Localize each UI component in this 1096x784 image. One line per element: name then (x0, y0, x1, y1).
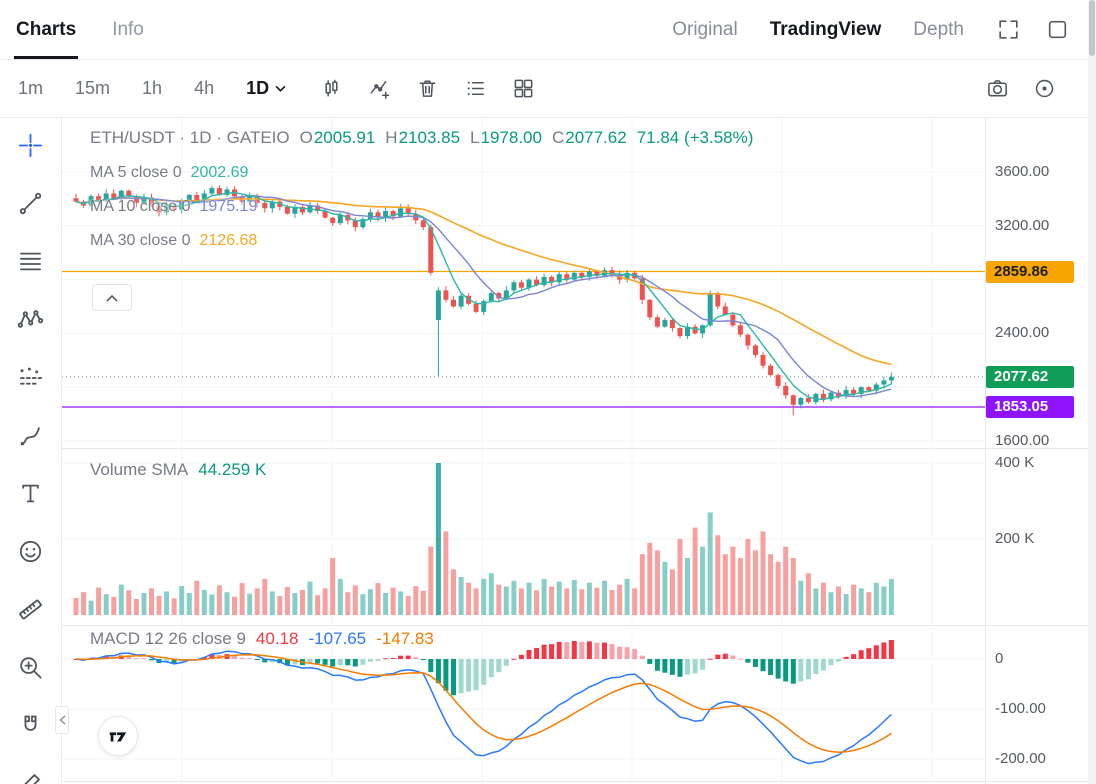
emoji-icon[interactable] (10, 530, 52, 572)
mode-original[interactable]: Original (672, 18, 738, 40)
pane-separator (62, 781, 1096, 782)
main-tabs: Charts Info (13, 0, 144, 59)
camera-icon[interactable] (986, 77, 1009, 100)
tab-charts[interactable]: Charts (13, 0, 79, 59)
scrollbar-thumb[interactable] (1089, 0, 1095, 56)
macd-hist-value: 40.18 (255, 629, 299, 648)
timeframe-4h[interactable]: 4h (194, 78, 215, 98)
chart-mode-switch: Original TradingView Depth (672, 0, 1070, 59)
ma5-value: 2002.69 (190, 164, 249, 181)
high-label: H (385, 128, 398, 147)
chevron-down-icon (275, 85, 286, 92)
price-marker: 1853.05 (986, 395, 1074, 418)
interval-select[interactable]: 1D (246, 78, 286, 99)
volume-label: Volume SMA (90, 460, 189, 479)
price-marker: 2859.86 (986, 260, 1074, 283)
collapse-legend-button[interactable] (92, 284, 132, 311)
close-label: C (551, 128, 565, 147)
open-label: O (299, 128, 313, 147)
candle-style-icon[interactable] (320, 77, 343, 100)
macd-signal-value: -147.83 (376, 629, 434, 648)
tab-info[interactable]: Info (112, 18, 144, 40)
text-icon[interactable] (10, 472, 52, 514)
low-label: L (470, 128, 480, 147)
brush-icon[interactable] (10, 414, 52, 456)
drawing-toolbar (0, 118, 62, 784)
timeframe-1h[interactable]: 1h (142, 78, 163, 98)
trend-line-icon[interactable] (10, 182, 52, 224)
ma10-legend[interactable]: MA 10 close 0 1975.19 (90, 198, 753, 216)
macd-legend[interactable]: MACD 12 26 close 9 40.18 -107.65 -147.83 (90, 629, 434, 649)
ruler-icon[interactable] (10, 588, 52, 630)
collapse-drawbar-button[interactable] (55, 706, 69, 734)
indicators-icon[interactable] (368, 77, 391, 100)
timeframe-group: 1m 15m 1h 4h (18, 78, 246, 99)
mode-tradingview[interactable]: TradingView (769, 18, 882, 40)
timeframe-1m[interactable]: 1m (18, 78, 44, 98)
crosshair-icon[interactable] (10, 124, 52, 166)
volume-axis-label: 400 K (995, 454, 1035, 471)
ma30-value: 2126.68 (199, 232, 258, 249)
ma10-value: 1975.19 (199, 198, 258, 215)
tradingview-logo-icon (107, 725, 129, 747)
volume-axis-label: 200 K (995, 530, 1035, 547)
chart-canvas[interactable]: ETH/USDT · 1D · GATEIO O 2005.91 H 2103.85… (62, 118, 985, 784)
list-icon[interactable] (464, 77, 487, 100)
delete-icon[interactable] (416, 77, 439, 100)
forecast-icon[interactable] (10, 356, 52, 398)
close-value: 2077.62 (565, 128, 627, 147)
macd-axis-label: -200.00 (995, 750, 1046, 767)
edit-icon[interactable] (10, 762, 52, 784)
price-axis-label: 3600.00 (995, 163, 1050, 180)
chevron-left-icon (58, 715, 66, 725)
price-change: 71.84 (+3.58%) (636, 128, 754, 147)
topbar-icon-group (996, 17, 1070, 42)
xabcd-pattern-icon[interactable] (10, 298, 52, 340)
pane-separator[interactable] (62, 448, 1096, 449)
zoom-icon[interactable] (10, 646, 52, 688)
volume-legend[interactable]: Volume SMA 44.259 K (90, 460, 266, 480)
ma5-label: MA 5 close 0 (90, 164, 182, 181)
toolbar-icon-group (320, 77, 535, 100)
open-value: 2005.91 (313, 128, 376, 147)
chart-legend: ETH/USDT · 1D · GATEIO O 2005.91 H 2103.85… (90, 128, 753, 266)
tradingview-logo[interactable] (98, 716, 138, 756)
high-value: 2103.85 (398, 128, 461, 147)
price-axis-label: 1600.00 (995, 432, 1050, 449)
chart-workspace: ETH/USDT · 1D · GATEIO O 2005.91 H 2103.85… (0, 118, 1096, 784)
mode-depth[interactable]: Depth (913, 18, 964, 40)
symbol-legend[interactable]: ETH/USDT · 1D · GATEIO O 2005.91 H 2103.85… (90, 128, 753, 148)
price-axis-label: 3200.00 (995, 216, 1050, 234)
expand-icon[interactable] (996, 17, 1021, 42)
window-icon[interactable] (1045, 17, 1070, 42)
macd-axis-label: -100.00 (995, 700, 1046, 717)
timeframe-15m[interactable]: 15m (75, 78, 111, 98)
page-scrollbar (1088, 0, 1096, 784)
price-marker: 2077.62 (986, 365, 1074, 388)
toolbar-right-icon-group (986, 77, 1056, 100)
volume-value: 44.259 K (198, 460, 267, 479)
price-axis[interactable]: 3600.00 3200.00 2400.00 1600.00 400 K 200 K 0 -… (985, 118, 1088, 784)
price-chart[interactable] (62, 118, 985, 784)
symbol-title: ETH/USDT · 1D · GATEIO (90, 128, 290, 147)
chevron-up-icon (106, 294, 118, 302)
fib-lines-icon[interactable] (10, 240, 52, 282)
macd-line-value: -107.65 (308, 629, 367, 648)
ma5-legend[interactable]: MA 5 close 0 2002.69 (90, 164, 753, 182)
macd-label: MACD 12 26 close 9 (90, 629, 246, 648)
low-value: 1978.00 (480, 128, 542, 147)
pane-separator[interactable] (62, 625, 1096, 626)
settings-icon[interactable] (1033, 77, 1056, 100)
ma30-legend[interactable]: MA 30 close 0 2126.68 (90, 232, 753, 250)
price-axis-label: 2400.00 (995, 324, 1050, 342)
macd-axis-label: 0 (995, 650, 1004, 667)
layout-icon[interactable] (512, 77, 535, 100)
magnet-icon[interactable] (10, 704, 52, 746)
topbar: Charts Info Original TradingView Depth (0, 0, 1096, 60)
chart-toolbar: 1m 15m 1h 4h 1D (0, 60, 1096, 118)
ma30-label: MA 30 close 0 (90, 232, 191, 249)
interval-label: 1D (246, 78, 270, 98)
ma10-label: MA 10 close 0 (90, 198, 191, 215)
